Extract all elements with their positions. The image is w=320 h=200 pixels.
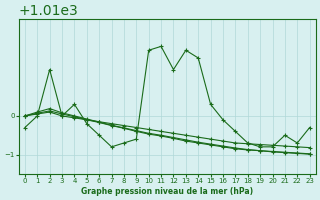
X-axis label: Graphe pression niveau de la mer (hPa): Graphe pression niveau de la mer (hPa) <box>81 187 253 196</box>
